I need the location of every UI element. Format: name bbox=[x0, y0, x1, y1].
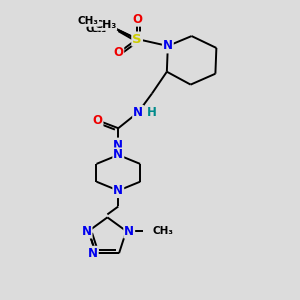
Text: N: N bbox=[82, 225, 92, 238]
Text: O: O bbox=[132, 13, 142, 26]
Text: N: N bbox=[163, 40, 173, 52]
Text: O: O bbox=[92, 114, 103, 127]
Text: S: S bbox=[132, 32, 142, 46]
Text: N: N bbox=[88, 247, 98, 260]
Text: N: N bbox=[113, 148, 123, 161]
Text: N: N bbox=[113, 184, 123, 197]
Text: CH: CH bbox=[90, 24, 106, 34]
Text: H: H bbox=[147, 106, 157, 119]
Text: O: O bbox=[113, 46, 123, 59]
Text: N: N bbox=[124, 225, 134, 238]
Text: CH₃: CH₃ bbox=[77, 16, 98, 26]
Text: CH₃: CH₃ bbox=[94, 20, 116, 30]
Text: CH₃: CH₃ bbox=[85, 24, 106, 34]
Text: N: N bbox=[113, 139, 123, 152]
Text: N: N bbox=[133, 106, 143, 119]
Text: CH₃: CH₃ bbox=[153, 226, 174, 236]
